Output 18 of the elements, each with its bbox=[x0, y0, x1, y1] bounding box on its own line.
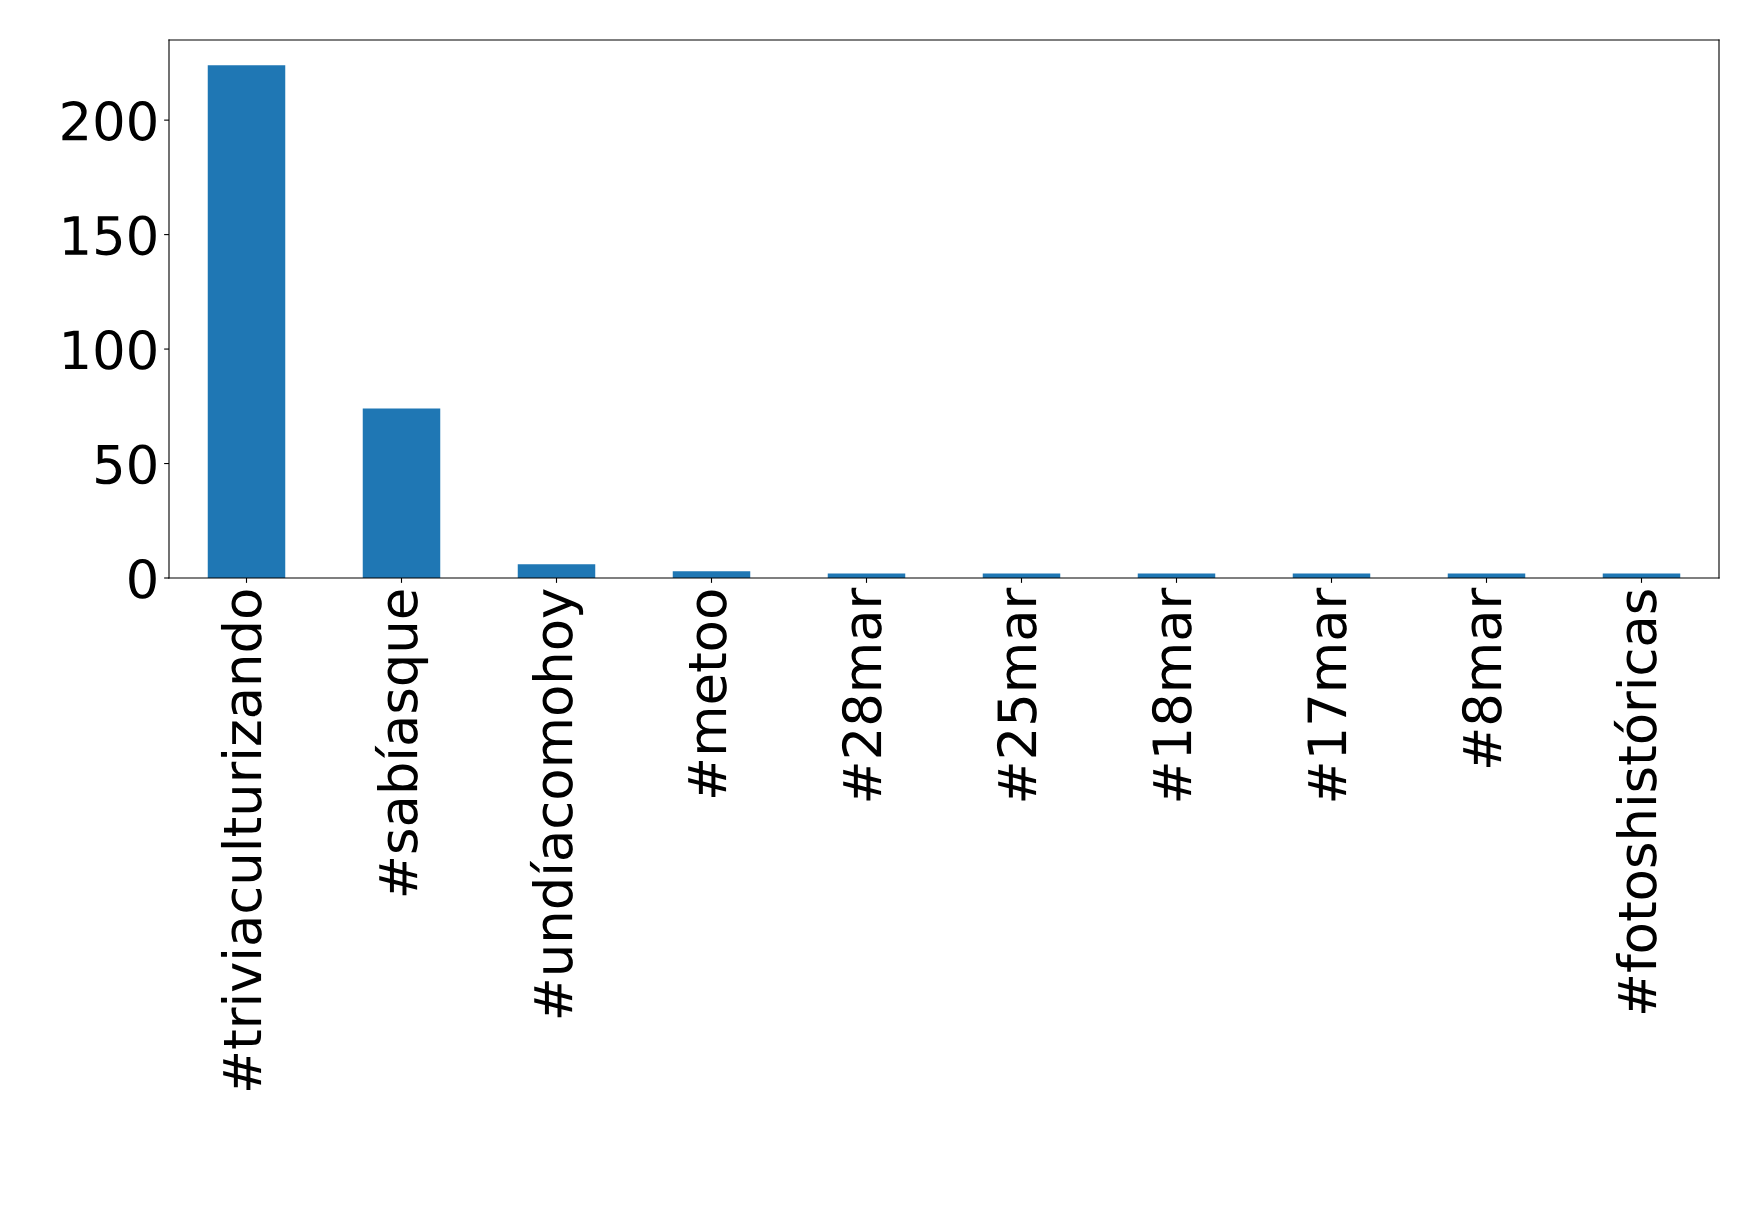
x-tick-label: #17mar bbox=[1307, 587, 1347, 801]
y-tick-label: 200 bbox=[62, 101, 156, 141]
x-tick-label: #sabíasque bbox=[374, 590, 429, 896]
y-tick-label: 150 bbox=[64, 215, 156, 256]
y-tick-label: 100 bbox=[64, 329, 156, 370]
x-tick-label: #undíacomohoy bbox=[529, 589, 584, 1018]
x-tick-label: #8mar bbox=[1461, 587, 1502, 767]
x-tick-label: #fotoshistóricas bbox=[1613, 590, 1657, 1014]
x-tick-label: #18mar bbox=[1151, 587, 1192, 801]
x-tick-label: #triviaculturizando bbox=[220, 590, 262, 1091]
x-tick-label: #metoo bbox=[688, 590, 727, 798]
y-tick-label: 50 bbox=[96, 444, 156, 485]
x-tick-label: #28mar bbox=[841, 587, 882, 801]
bar bbox=[207, 65, 286, 578]
bar bbox=[517, 564, 596, 578]
bar bbox=[362, 408, 441, 578]
x-tick-label: #25mar bbox=[996, 587, 1037, 801]
y-tick-label: 0 bbox=[129, 558, 156, 599]
